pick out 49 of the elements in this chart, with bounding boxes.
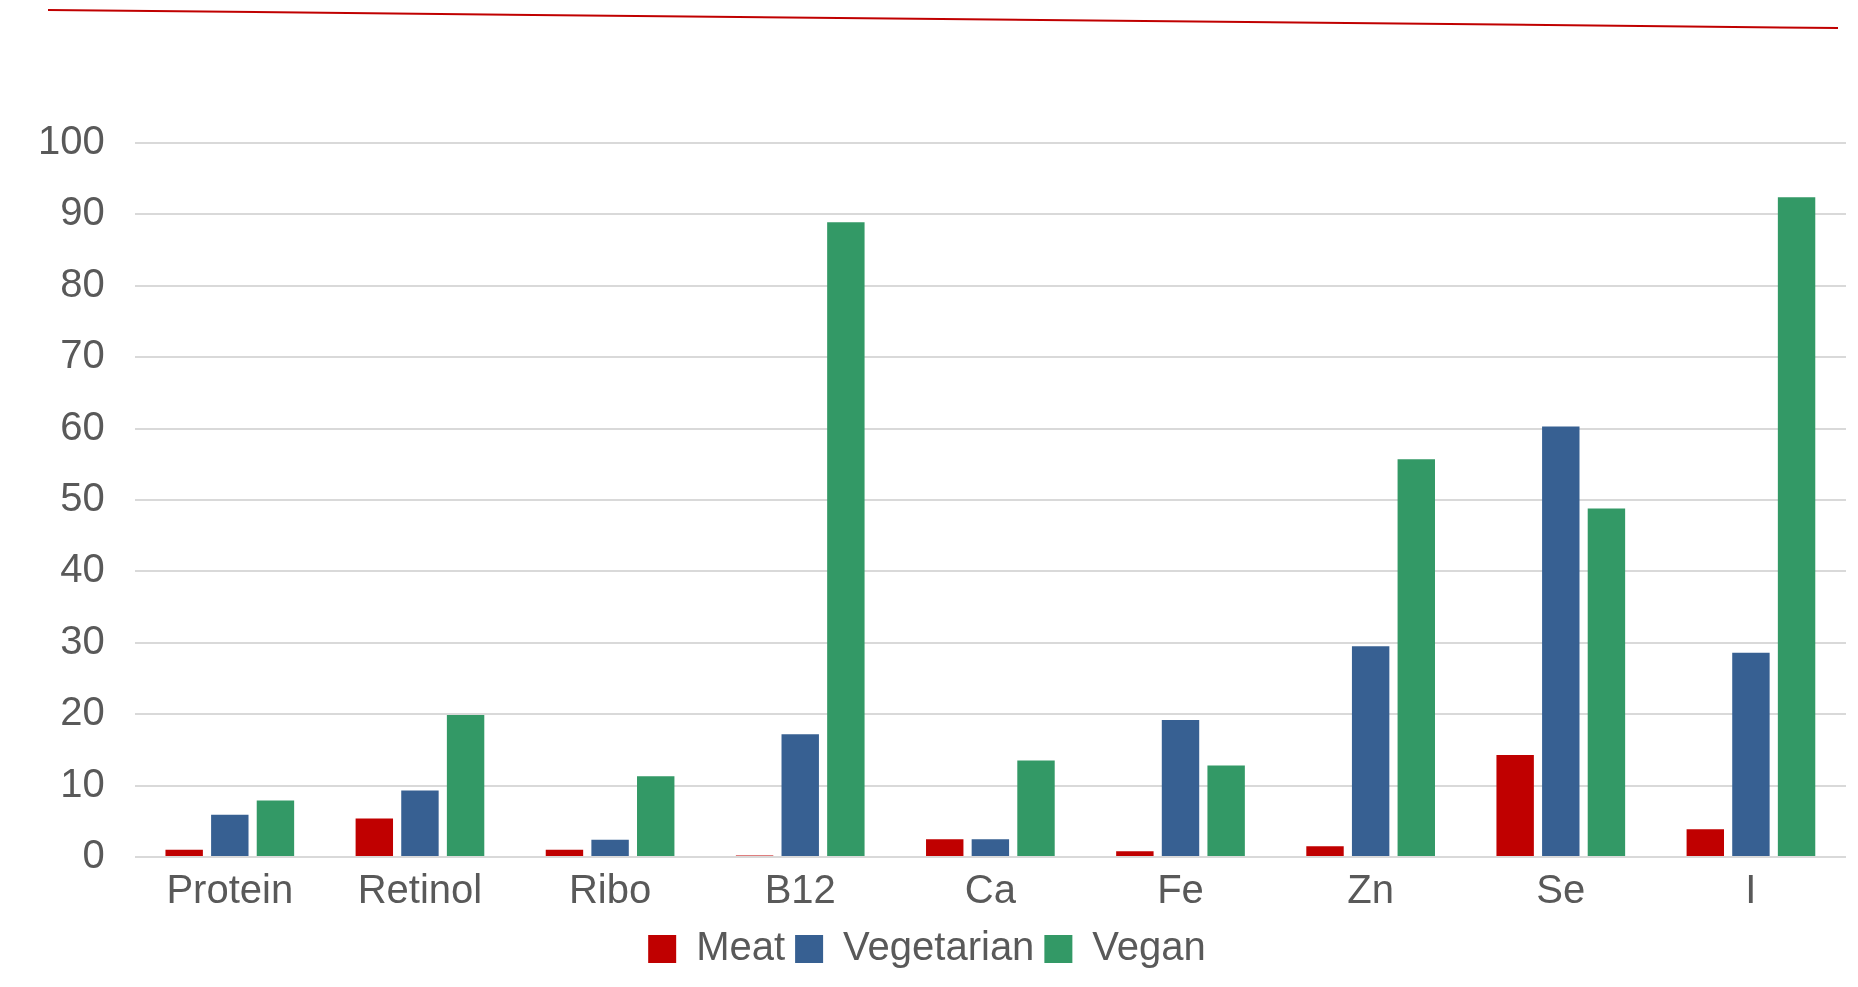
bar <box>1732 652 1770 856</box>
y-tick-label: 80 <box>60 260 105 305</box>
bar <box>1686 829 1725 856</box>
y-tick-label: 100 <box>37 118 105 163</box>
bar <box>1397 459 1435 856</box>
x-tick-label: Ribo <box>568 867 652 912</box>
bar <box>545 849 584 856</box>
bar <box>971 839 1010 856</box>
bar <box>401 790 439 856</box>
y-tick-label: 40 <box>60 546 105 591</box>
bar <box>1542 426 1580 856</box>
bar <box>256 800 295 856</box>
bar <box>1306 846 1344 856</box>
bar <box>1207 765 1245 856</box>
y-tick-label: 90 <box>60 189 105 234</box>
x-tick-label: Protein <box>166 867 294 912</box>
x-tick-label: Fe <box>1157 867 1204 912</box>
bar <box>165 849 203 856</box>
legend-label: Meat <box>696 924 786 969</box>
x-tick-label: Ca <box>964 867 1017 912</box>
bar <box>591 839 629 856</box>
x-tick-label: I <box>1745 867 1757 912</box>
bar <box>1116 851 1154 856</box>
x-tick-label: Zn <box>1347 867 1394 912</box>
bar <box>781 734 819 856</box>
legend-label: Vegan <box>1092 924 1206 969</box>
y-tick-label: 70 <box>60 332 105 377</box>
bar <box>926 839 964 856</box>
x-tick-label: Retinol <box>357 867 483 912</box>
y-tick-label: 60 <box>60 403 105 448</box>
x-tick-label: Se <box>1536 867 1586 912</box>
bar <box>1777 197 1816 856</box>
y-tick-label: 20 <box>60 689 105 734</box>
bar <box>1587 508 1626 856</box>
bar <box>1017 760 1055 856</box>
bar <box>637 776 675 856</box>
bar <box>446 714 485 856</box>
y-tick-label: 10 <box>60 760 105 805</box>
y-tick-label: 50 <box>60 475 105 520</box>
y-tick-label: 0 <box>82 832 105 877</box>
y-tick-label: 30 <box>60 617 105 662</box>
bar <box>827 222 865 856</box>
bar <box>355 818 394 856</box>
x-tick-label: B12 <box>764 867 836 912</box>
bar <box>1496 754 1534 856</box>
bar <box>211 814 249 856</box>
bar <box>1351 646 1390 856</box>
legend-label: Vegetarian <box>843 924 1035 969</box>
bar <box>1161 719 1200 856</box>
